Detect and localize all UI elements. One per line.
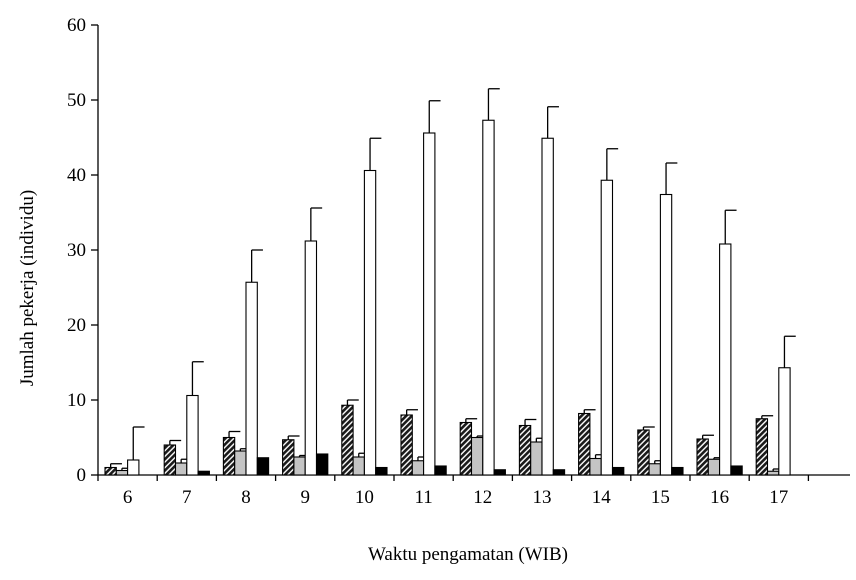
bar-series-3 <box>719 243 732 476</box>
bar-series-3 <box>659 193 673 476</box>
y-tick-label: 10 <box>67 390 86 411</box>
bar-series-1 <box>104 466 117 476</box>
x-tick-label: 15 <box>651 487 670 508</box>
bar-series-4 <box>671 466 684 476</box>
y-tick-label: 30 <box>67 240 86 261</box>
x-tick-label: 6 <box>123 487 133 508</box>
bar-series-4 <box>493 469 506 476</box>
y-axis-title: Jumlah pekerja (individu) <box>17 190 38 386</box>
x-tick-label: 13 <box>533 487 552 508</box>
bar-series-2 <box>352 456 365 476</box>
bar-series-3 <box>423 132 436 476</box>
bar-series-2 <box>766 470 780 476</box>
bar-series-1 <box>282 439 295 476</box>
bar-series-4 <box>611 466 625 476</box>
bar-series-1 <box>341 404 354 476</box>
bar-series-1 <box>163 444 177 476</box>
x-axis-title: Waktu pengamatan (WIB) <box>368 544 568 565</box>
bar-series-1 <box>696 438 709 476</box>
bar-series-3 <box>541 137 554 476</box>
bar-series-2 <box>648 463 661 476</box>
bar-series-4 <box>256 457 270 476</box>
bar-series-2 <box>530 441 543 476</box>
x-axis: 6 7 8 9 10 11 12 13 14 15 16 17 <box>97 474 850 508</box>
y-tick-label: 40 <box>67 165 86 186</box>
bar-series-1 <box>578 412 591 476</box>
bar-series-4 <box>375 466 388 476</box>
bar-series-2 <box>174 462 188 476</box>
y-tick-label: 60 <box>67 15 86 36</box>
bar-series-3 <box>482 119 495 476</box>
x-tick-label: 17 <box>769 487 788 508</box>
bar-series-2 <box>234 450 247 476</box>
bar-series-3 <box>186 394 199 476</box>
x-tick-label: 16 <box>710 487 729 508</box>
bar-series-4 <box>552 469 566 476</box>
bar-series-3 <box>245 281 258 476</box>
bar-series-2 <box>293 456 306 476</box>
bar-series-2 <box>411 460 425 476</box>
bar-series-3 <box>363 169 377 476</box>
x-tick-label: 10 <box>355 487 374 508</box>
bar-series-1 <box>755 418 769 476</box>
x-tick-label: 7 <box>182 487 192 508</box>
x-tick-label: 11 <box>414 487 432 508</box>
bar-series-4 <box>434 465 447 476</box>
bar-series-4 <box>730 465 743 476</box>
y-tick-label: 20 <box>67 315 86 336</box>
y-tick-label: 0 <box>77 465 87 486</box>
bar-series-1 <box>459 421 473 476</box>
bar-series-3 <box>778 367 791 476</box>
bar-series-3 <box>127 459 140 476</box>
bar-series-2 <box>470 436 484 476</box>
bar-series-1 <box>637 429 650 476</box>
x-tick-label: 12 <box>473 487 492 508</box>
y-tick-label: 50 <box>67 90 86 111</box>
bar-series-3 <box>600 179 614 476</box>
bar-series-2 <box>707 458 721 476</box>
y-axis: 0 10 20 30 40 50 60 <box>67 15 99 486</box>
x-tick-label: 14 <box>592 487 612 508</box>
x-tick-label: 8 <box>241 487 251 508</box>
bar-series-3 <box>304 240 318 476</box>
bar-series-1 <box>518 424 532 476</box>
bar-series-4 <box>197 470 210 476</box>
bar-series-1 <box>222 436 236 476</box>
x-tick-label: 9 <box>300 487 310 508</box>
bar-series-1 <box>400 414 413 476</box>
bar-series-2 <box>115 469 129 476</box>
bar-series-4 <box>315 453 329 476</box>
bars <box>104 88 796 476</box>
bar-series-2 <box>589 457 602 476</box>
